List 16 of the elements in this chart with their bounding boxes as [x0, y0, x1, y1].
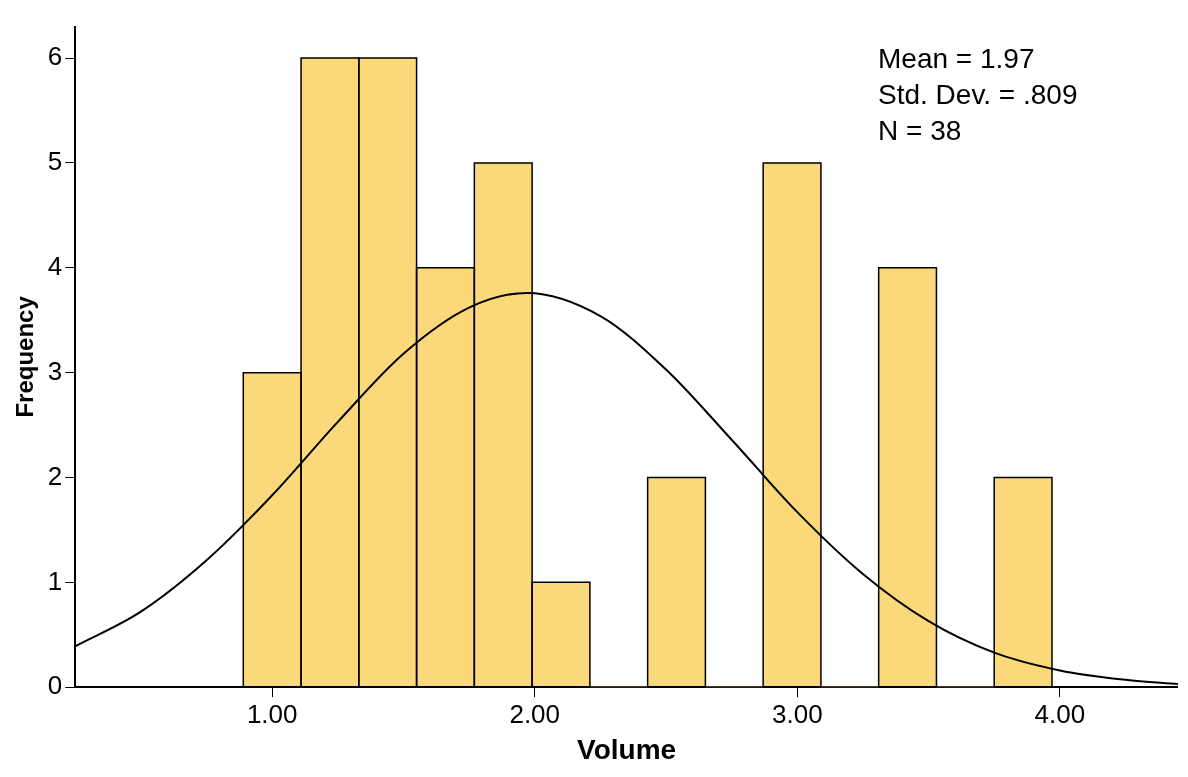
annotation: Std. Dev. = .809 — [878, 79, 1078, 111]
x-tick-label: 4.00 — [1034, 698, 1086, 729]
annotation: Mean = 1.97 — [878, 43, 1035, 75]
y-tick-label: 2 — [47, 460, 63, 491]
x-axis-title: Volume — [577, 733, 677, 765]
annotation: N = 38 — [878, 115, 962, 147]
y-tick-label: 6 — [47, 41, 63, 72]
x-tick-label: 2.00 — [509, 698, 561, 729]
x-tick-label: 1.00 — [246, 698, 298, 729]
y-tick-label: 5 — [47, 146, 63, 177]
y-tick-label: 1 — [47, 565, 63, 596]
y-tick-label: 4 — [47, 250, 63, 281]
x-tick-label: 3.00 — [771, 698, 823, 729]
y-tick-label: 3 — [47, 355, 63, 386]
y-tick-label: 0 — [47, 670, 63, 701]
y-axis-title: Frequency — [11, 295, 39, 418]
